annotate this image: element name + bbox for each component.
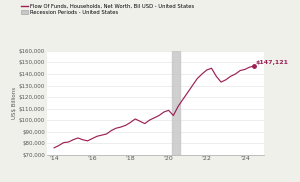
Legend: Flow Of Funds, Households, Net Worth, Bil USD - United States, Recession Periods: Flow Of Funds, Households, Net Worth, Bi… (21, 4, 195, 15)
Bar (172, 51, 180, 155)
Text: $147,121: $147,121 (256, 60, 289, 65)
Y-axis label: US$ Billions: US$ Billions (13, 87, 17, 119)
